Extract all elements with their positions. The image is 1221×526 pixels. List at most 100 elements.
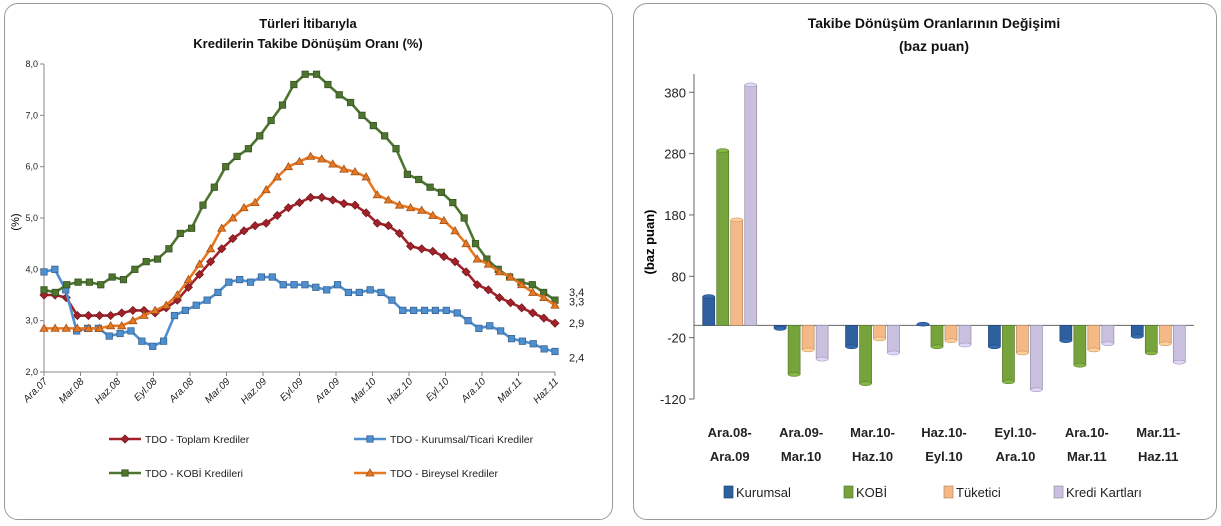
data-point [361,172,371,181]
data-point [50,323,60,332]
data-point [106,310,116,321]
bar-cap [815,356,829,362]
data-point [183,274,194,284]
data-point [94,310,105,321]
data-point [460,214,468,222]
data-point [392,145,400,153]
y-tick-label: 280 [664,147,686,162]
data-point [497,327,505,335]
data-point [214,288,222,297]
legend-label: Kredi Kartları [1066,485,1142,500]
bar-cap [930,344,944,350]
data-point [63,281,71,289]
bar-cap [1059,338,1073,343]
y-axis-label: (%) [10,213,22,230]
data-point [128,305,138,315]
category-label-line1: Mar.10- [850,425,895,440]
data-point [188,224,196,232]
data-point [236,275,244,284]
x-tick-label: Haz.09 [239,376,269,406]
data-point [399,306,407,315]
chart-title-line2: Kredilerin Takibe Dönüşüm Oranı (%) [193,36,422,51]
data-point [372,218,382,228]
y-axis-label: (baz puan) [642,210,657,275]
bar [1172,325,1186,363]
legend-label: TDO - Toplam Krediler [145,434,250,446]
legend-item: Kredi Kartları [1053,485,1142,500]
data-point [51,288,59,297]
bar [815,325,829,360]
bar [1101,325,1115,345]
y-tick-label: 6,0 [25,162,38,172]
data-point [294,156,305,165]
data-point [72,323,83,332]
legend-item: KOBİ [843,485,887,500]
bar-cap [730,217,743,223]
bar-cap [773,326,787,331]
legend-item: TDO - Toplam Krediler [109,434,250,446]
data-point [464,317,472,325]
bar-cap [873,336,886,342]
data-point [172,290,182,299]
data-point [194,269,205,280]
bar-cap [801,347,815,353]
data-point [517,303,527,313]
data-point [472,254,482,263]
y-tick-label: 380 [664,85,686,100]
series-line [43,72,556,302]
data-point [170,311,179,320]
data-point [239,202,249,212]
data-point [217,223,227,232]
data-point [428,210,438,219]
data-point [518,337,526,345]
bar [702,296,716,326]
data-point [428,246,438,256]
bar-cap [944,338,958,343]
data-point [366,286,374,294]
data-point [105,332,113,340]
series-end-label: 3,3 [569,296,584,308]
data-point [94,323,105,332]
series-tdo-kurumsal-ticari-krediler: 2,4 [40,265,584,364]
data-point [377,288,385,297]
y-tick-label: -120 [660,392,686,407]
chart-title-line1: Türleri İtibarıyla [259,16,357,31]
y-tick-label: 8,0 [25,59,38,69]
category-label-line1: Eyl.10- [994,425,1036,440]
data-point [279,281,287,289]
series-1 [716,148,1158,386]
data-point [344,288,353,297]
data-point [246,278,255,286]
data-point [39,323,49,332]
data-point [233,152,241,160]
data-point [267,116,275,125]
data-point [471,240,480,248]
data-point [317,192,327,203]
series-tdo-toplam-krediler: 2,9 [39,192,584,330]
data-point [507,335,516,343]
data-point [539,313,549,323]
series-end-label: 3,4 [569,287,584,299]
bar [744,84,758,326]
data-point [153,255,162,263]
category-label-line2: Haz.11 [1138,449,1178,464]
data-point [225,278,233,286]
bar [1158,325,1172,345]
data-point [210,183,218,191]
data-point [339,199,349,209]
data-point [83,310,94,321]
data-point [119,275,128,284]
data-point [217,244,227,254]
category-label-line1: Ara.09- [779,425,823,440]
legend-label: Tüketici [956,485,1001,500]
bar-cap [1145,350,1158,356]
data-point [486,322,494,330]
legend-swatch [943,485,954,499]
data-point [261,218,271,228]
data-point [250,197,260,207]
bar-cap [1030,387,1043,393]
data-point [51,265,59,273]
x-tick-label: Eyl.10 [424,376,452,404]
data-point [97,281,105,289]
data-point [450,257,460,267]
